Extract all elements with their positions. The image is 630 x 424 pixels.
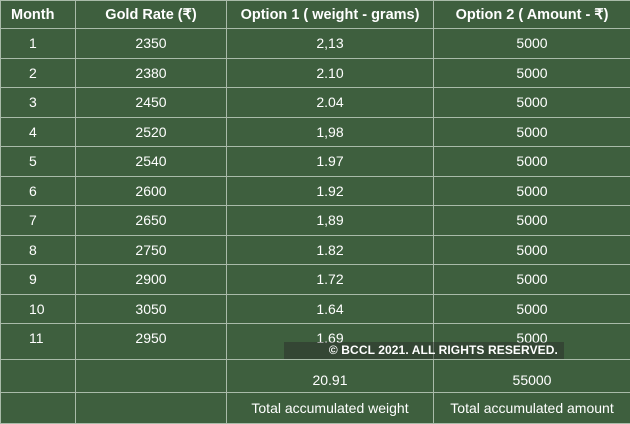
month-cell: 11 [1,324,76,360]
month-cell: 8 [1,235,76,265]
header-option-2: Option 2 ( Amount - ₹) [434,1,630,29]
amount-cell: 5000 [434,265,630,295]
gold-rate-cell: 3050 [76,294,227,324]
header-month: Month [1,1,76,29]
header-gold-rate: Gold Rate (₹) [76,1,227,29]
weight-cell: 1.64 [227,294,434,324]
month-cell: 6 [1,176,76,206]
gold-rate-cell: 2380 [76,58,227,88]
gold-rate-cell: 2350 [76,29,227,59]
weight-cell: 1,98 [227,117,434,147]
month-cell: 7 [1,206,76,236]
amount-cell: 5000 [434,235,630,265]
month-cell: 4 [1,117,76,147]
month-cell: 2 [1,58,76,88]
gold-rate-cell: 2950 [76,324,227,360]
gold-rate-cell: 2520 [76,117,227,147]
totals-empty-1 [1,359,76,392]
amount-cell: 5000 [434,88,630,118]
amount-cell: 5000 [434,29,630,59]
gold-rate-cell: 2750 [76,235,227,265]
gold-rate-cell: 2650 [76,206,227,236]
total-weight-value: 20.91 [227,359,434,392]
gold-rate-cell: 2540 [76,147,227,177]
header-option-1: Option 1 ( weight - grams) [227,1,434,29]
weight-cell: 1.72 [227,265,434,295]
month-cell: 3 [1,88,76,118]
amount-cell: 5000 [434,147,630,177]
amount-cell: 5000 [434,294,630,324]
gold-rate-cell: 2450 [76,88,227,118]
header-row: Month Gold Rate (₹) Option 1 ( weight - … [1,1,630,29]
gold-rate-cell: 2600 [76,176,227,206]
month-cell: 10 [1,294,76,324]
weight-cell: 1.92 [227,176,434,206]
month-cell: 5 [1,147,76,177]
month-cell: 1 [1,29,76,59]
weight-cell: 1,89 [227,206,434,236]
amount-cell: 5000 [434,176,630,206]
gold-rate-cell: 2900 [76,265,227,295]
weight-cell: 2,13 [227,29,434,59]
total-amount-value: 55000 [434,359,630,392]
copyright-watermark: © BCCL 2021. ALL RIGHTS RESERVED. [284,342,564,359]
weight-cell: 1.82 [227,235,434,265]
weight-cell: 1.97 [227,147,434,177]
totals-empty-2 [76,359,227,392]
weight-cell: 2.10 [227,58,434,88]
amount-cell: 5000 [434,206,630,236]
amount-cell: 5000 [434,117,630,147]
month-cell: 9 [1,265,76,295]
amount-cell: 5000 [434,58,630,88]
weight-cell: 2.04 [227,88,434,118]
